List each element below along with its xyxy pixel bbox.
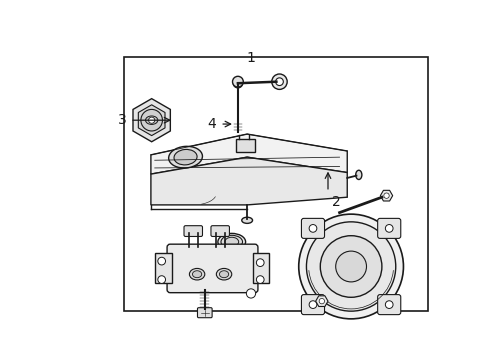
Ellipse shape <box>189 269 204 280</box>
FancyBboxPatch shape <box>183 226 202 237</box>
Polygon shape <box>151 134 346 174</box>
Ellipse shape <box>355 170 361 180</box>
Ellipse shape <box>221 235 242 248</box>
Ellipse shape <box>218 233 245 250</box>
Bar <box>154 253 171 283</box>
Ellipse shape <box>192 271 202 278</box>
Circle shape <box>385 225 392 232</box>
Circle shape <box>385 301 392 309</box>
Circle shape <box>233 78 242 88</box>
FancyBboxPatch shape <box>167 244 257 293</box>
Ellipse shape <box>168 146 202 168</box>
Bar <box>236 139 254 152</box>
Circle shape <box>158 276 165 283</box>
FancyBboxPatch shape <box>301 294 324 315</box>
Circle shape <box>232 76 243 87</box>
Polygon shape <box>133 99 170 142</box>
Bar <box>123 57 427 311</box>
Ellipse shape <box>241 217 252 223</box>
Circle shape <box>308 225 316 232</box>
Ellipse shape <box>145 116 158 125</box>
Circle shape <box>158 257 165 265</box>
Bar <box>253 253 268 283</box>
FancyBboxPatch shape <box>377 219 400 238</box>
Circle shape <box>335 251 366 282</box>
FancyBboxPatch shape <box>197 308 212 318</box>
Circle shape <box>308 301 316 309</box>
Ellipse shape <box>174 149 197 165</box>
Polygon shape <box>380 190 392 201</box>
Ellipse shape <box>224 237 238 247</box>
Circle shape <box>246 289 255 298</box>
Text: 1: 1 <box>246 51 255 65</box>
FancyBboxPatch shape <box>377 294 400 315</box>
Circle shape <box>271 74 286 89</box>
Circle shape <box>319 298 324 304</box>
Polygon shape <box>151 157 346 205</box>
Circle shape <box>383 193 388 198</box>
Text: 4: 4 <box>207 117 216 131</box>
FancyBboxPatch shape <box>301 219 324 238</box>
Text: 2: 2 <box>331 195 340 209</box>
Polygon shape <box>315 296 327 306</box>
Circle shape <box>298 214 403 319</box>
Ellipse shape <box>219 271 228 278</box>
FancyBboxPatch shape <box>210 226 229 237</box>
Circle shape <box>275 78 283 86</box>
Ellipse shape <box>216 269 231 280</box>
Text: 3: 3 <box>117 113 126 127</box>
Circle shape <box>141 109 162 131</box>
Circle shape <box>306 222 395 311</box>
Polygon shape <box>138 105 164 136</box>
Circle shape <box>256 259 264 266</box>
Circle shape <box>320 236 381 297</box>
Circle shape <box>148 117 154 123</box>
Circle shape <box>256 276 264 283</box>
